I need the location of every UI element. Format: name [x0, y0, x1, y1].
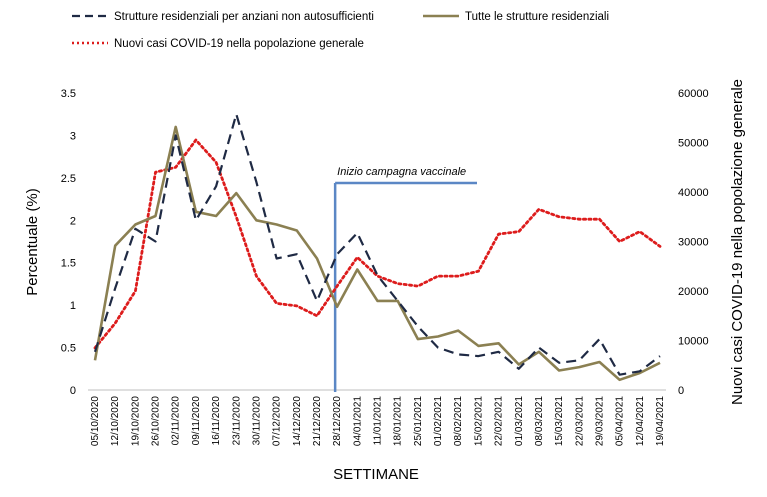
annotation-label: Inizio campagna vaccinale [337, 166, 466, 178]
y-tick-label: 3 [70, 130, 76, 142]
x-tick-label: 22/03/2021 [574, 396, 585, 446]
x-tick-label: 19/10/2020 [130, 396, 141, 446]
y2-tick-label: 30000 [678, 237, 709, 249]
y2-axis-title: Nuovi casi COVID-19 nella popolazione ge… [729, 79, 746, 405]
series-layer [93, 113, 662, 382]
x-tick-label: 28/12/2020 [332, 396, 343, 446]
x-tick-label: 29/03/2021 [594, 396, 605, 446]
x-tick-label: 22/02/2021 [494, 396, 505, 446]
series-line-3 [93, 138, 662, 350]
y-tick-label: 2.5 [61, 173, 76, 185]
x-tick-label: 11/01/2021 [373, 396, 384, 446]
y2-tick-label: 50000 [678, 138, 709, 150]
x-tick-label: 15/02/2021 [473, 396, 484, 446]
x-tick-label: 04/01/2021 [352, 396, 363, 446]
x-tick-label: 08/03/2021 [534, 396, 545, 446]
vaccination-annotation: Inizio campagna vaccinale [333, 166, 477, 392]
y-tick-label: 0 [70, 385, 76, 397]
y2-axis-ticks: 0 10000 20000 30000 40000 50000 60000 [678, 88, 709, 397]
y-tick-label: 2 [70, 215, 76, 227]
x-tick-label: 05/04/2021 [615, 396, 626, 446]
x-axis-ticks: 05/10/2020 12/10/2020 19/10/2020 26/10/2020… [90, 396, 666, 446]
y-axis-ticks: 0 0.5 1 1.5 2 2.5 3 3.5 [61, 88, 76, 397]
y-tick-label: 1 [70, 300, 76, 312]
y2-tick-label: 60000 [678, 88, 709, 100]
y2-tick-label: 10000 [678, 336, 709, 348]
x-tick-label: 23/11/2020 [231, 396, 242, 446]
series-line-2 [93, 125, 661, 382]
x-tick-label: 30/11/2020 [251, 396, 262, 446]
legend-label-series-1: Strutture residenziali per anziani non a… [114, 11, 374, 23]
y2-tick-label: 20000 [678, 286, 709, 298]
x-tick-label: 12/10/2020 [110, 396, 121, 446]
x-tick-label: 01/03/2021 [514, 396, 525, 446]
y-tick-label: 1.5 [61, 258, 76, 270]
y2-tick-label: 0 [678, 385, 684, 397]
legend-label-series-2: Tutte le strutture residenziali [465, 11, 609, 23]
x-tick-label: 14/12/2020 [292, 396, 303, 446]
y-tick-label: 3.5 [61, 88, 76, 100]
y-tick-label: 0.5 [61, 343, 76, 355]
x-tick-label: 15/03/2021 [554, 396, 565, 446]
x-tick-label: 05/10/2020 [90, 396, 101, 446]
x-tick-label: 16/11/2020 [211, 396, 222, 446]
x-tick-label: 07/12/2020 [272, 396, 283, 446]
x-tick-label: 21/12/2020 [312, 396, 323, 446]
x-tick-label: 19/04/2021 [655, 396, 666, 446]
x-tick-label: 12/04/2021 [635, 396, 646, 446]
y-axis-title: Percentuale (%) [24, 188, 41, 296]
x-tick-label: 02/11/2020 [171, 396, 182, 446]
y2-tick-label: 40000 [678, 187, 709, 199]
legend: Strutture residenziali per anziani non a… [72, 11, 609, 50]
x-axis-title: SETTIMANE [333, 466, 419, 483]
x-tick-label: 26/10/2020 [151, 396, 162, 446]
x-tick-label: 18/01/2021 [393, 396, 404, 446]
x-tick-label: 01/02/2021 [433, 396, 444, 446]
x-tick-label: 25/01/2021 [413, 396, 424, 446]
x-tick-label: 09/11/2020 [191, 396, 202, 446]
legend-label-series-3: Nuovi casi COVID-19 nella popolazione ge… [114, 38, 364, 50]
x-tick-label: 08/02/2021 [453, 396, 464, 446]
